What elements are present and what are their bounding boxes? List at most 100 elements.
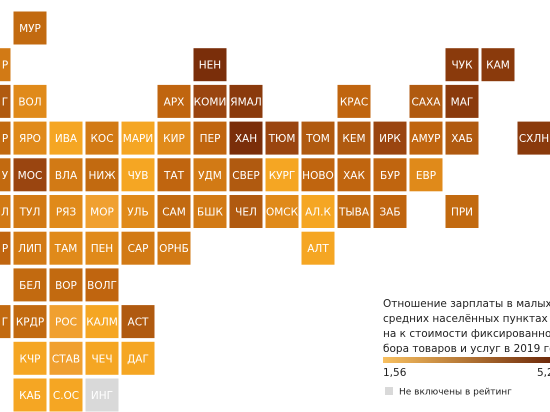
region-label: АМУР: [412, 133, 441, 145]
region-label: У: [2, 170, 9, 182]
region-label: КУРГ: [269, 170, 296, 182]
region-tile: [229, 84, 263, 118]
region-tile: [373, 158, 407, 192]
region-label: Р: [2, 243, 8, 255]
region-label: БЕЛ: [19, 280, 41, 292]
region-tile: [265, 195, 299, 228]
region-tile: [193, 195, 227, 228]
region-tile: [265, 158, 299, 192]
region-label: ХАК: [343, 170, 365, 182]
region-label: Г: [2, 96, 8, 108]
region-label: НИЖ: [88, 170, 116, 182]
region-label: КРАС: [340, 96, 368, 108]
region-tile: [121, 121, 155, 155]
region-label: НОВО: [302, 170, 334, 182]
region-label: УЛЬ: [127, 207, 149, 219]
region-label: ЗАБ: [379, 207, 400, 219]
region-tile: [49, 195, 83, 228]
region-tile: [409, 121, 443, 155]
region-tile: [121, 305, 155, 339]
region-label: САХА: [412, 96, 442, 108]
region-label: КЕМ: [342, 133, 365, 145]
region-tile: [409, 158, 443, 192]
region-label: КОС: [90, 133, 113, 145]
region-tile: [49, 158, 83, 192]
legend-max: 5,2: [537, 367, 550, 379]
region-label: ЧЕЛ: [235, 207, 257, 219]
region-label: СВЕР: [232, 170, 260, 182]
region-tile: [229, 158, 263, 192]
region-tile: [229, 121, 263, 155]
region-tile: [85, 378, 119, 412]
region-tile: [49, 121, 83, 155]
region-tile: [121, 195, 155, 228]
region-tile: [13, 305, 47, 339]
region-tile: [517, 121, 550, 155]
region-tile: [85, 231, 119, 265]
region-label: САМ: [162, 207, 186, 219]
region-label: ЯМАЛ: [230, 96, 261, 108]
region-tile: [13, 11, 47, 45]
region-tile: [301, 195, 335, 228]
region-label: ВОЛ: [18, 96, 41, 108]
region-tile: [0, 84, 11, 118]
region-tile: [121, 231, 155, 265]
region-label: ИНГ: [91, 390, 113, 402]
region-tile: [445, 84, 479, 118]
region-label: ВОЛГ: [87, 280, 117, 292]
region-label: СХЛН: [519, 133, 549, 145]
region-tile: [445, 195, 479, 228]
region-tile: [13, 378, 47, 412]
region-tile: [157, 195, 191, 228]
region-tile: [445, 121, 479, 155]
region-tile: [13, 121, 47, 155]
region-tile: [157, 158, 191, 192]
region-tile: [301, 158, 335, 192]
region-tile: [85, 158, 119, 192]
region-label: МАГ: [451, 96, 474, 108]
region-tile: [0, 48, 11, 82]
region-label: УДМ: [198, 170, 222, 182]
legend-title: Отношение зарплаты в малых и: [383, 298, 550, 310]
region-tile: [0, 158, 11, 192]
region-tile: [373, 195, 407, 228]
region-label: ПРИ: [451, 207, 473, 219]
region-label: СТАВ: [52, 353, 80, 365]
region-tile: [193, 121, 227, 155]
region-tile: [13, 84, 47, 118]
region-tile: [337, 84, 371, 118]
region-label: НЕН: [199, 60, 221, 72]
region-tile: [85, 305, 119, 339]
region-label: ЛИП: [18, 243, 42, 255]
region-label: БУР: [380, 170, 400, 182]
legend-title: на к стоимости фиксированного на: [383, 328, 550, 340]
region-label: ДАГ: [127, 353, 149, 365]
region-label: ОМСК: [266, 207, 299, 219]
region-label: АЛТ: [307, 243, 329, 255]
region-tile: [49, 231, 83, 265]
region-tile: [85, 341, 119, 375]
region-tile: [121, 341, 155, 375]
region-label: ТЮМ: [268, 133, 296, 145]
region-tile: [193, 84, 227, 118]
region-label: Р: [2, 60, 8, 72]
region-tile: [0, 305, 11, 339]
region-label: МАРИ: [123, 133, 153, 145]
region-tile: [301, 231, 335, 265]
region-tile: [193, 48, 227, 82]
region-label: ИРК: [379, 133, 401, 145]
region-label: РОС: [55, 317, 77, 329]
region-tile: [301, 121, 335, 155]
region-tile: [229, 195, 263, 228]
legend-missing-label: Не включены в рейтинг: [399, 388, 512, 398]
region-label: КРДР: [16, 317, 44, 329]
legend-title: бора товаров и услуг в 2019 году: [383, 343, 550, 355]
region-label: АСТ: [128, 317, 150, 329]
region-label: ВОР: [55, 280, 77, 292]
legend-missing-swatch: [385, 387, 393, 395]
region-tile: [13, 341, 47, 375]
region-tile: [0, 195, 11, 228]
region-tile: [373, 121, 407, 155]
region-tile: [193, 158, 227, 192]
region-label: Л: [1, 207, 9, 219]
